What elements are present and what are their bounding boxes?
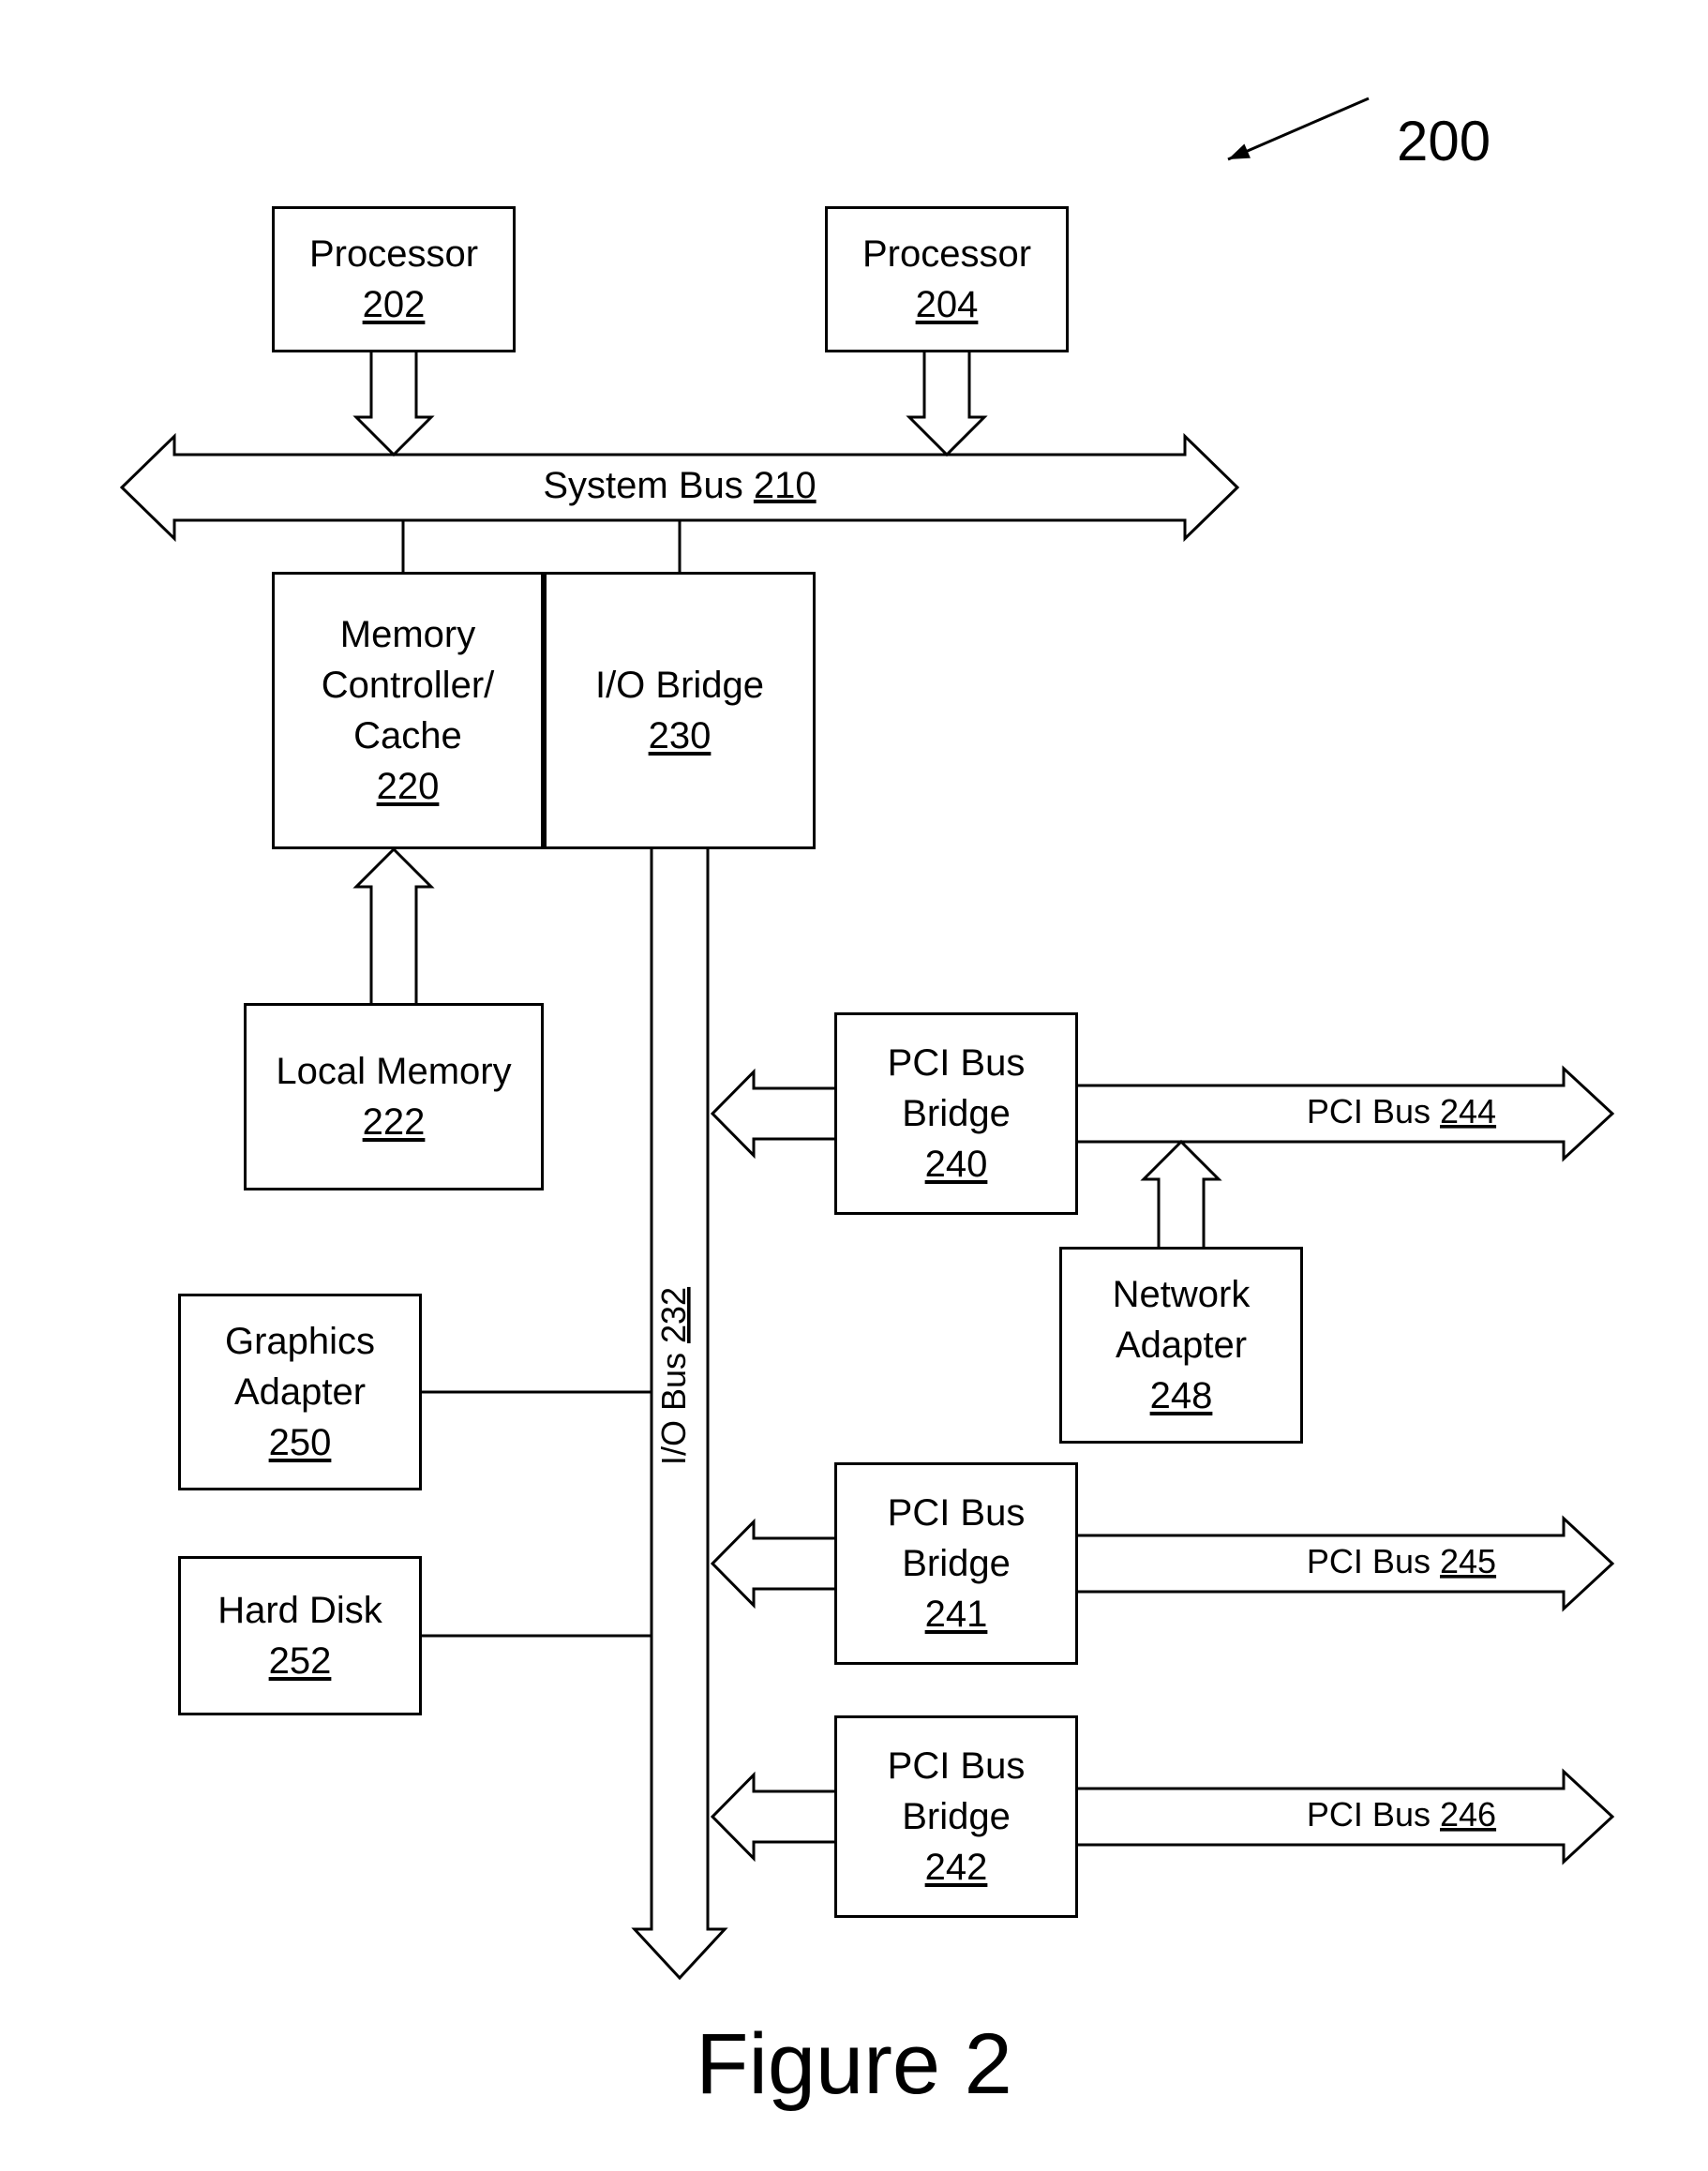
pci-bridge-1: PCI BusBridge240 — [834, 1012, 1078, 1215]
processor-1-ref: 202 — [363, 279, 426, 330]
arrow-netad_to_pci244 — [1144, 1142, 1219, 1247]
pci-bus-arrow-244 — [1078, 1069, 1612, 1159]
graphics-adapter: GraphicsAdapter250 — [178, 1294, 422, 1490]
pci-bridge-3-label: PCI BusBridge — [888, 1741, 1026, 1842]
local-memory: Local Memory222 — [244, 1003, 544, 1190]
pci-bus-label-244: PCI Bus 244 — [1307, 1092, 1496, 1130]
arrow-pci3_to_iobus — [712, 1774, 834, 1858]
pci-bridge-3-ref: 242 — [925, 1842, 988, 1893]
network-adapter: NetworkAdapter248 — [1059, 1247, 1303, 1444]
io-bus-label: I/O Bus 232 — [654, 1287, 693, 1465]
hard-disk: Hard Disk252 — [178, 1556, 422, 1715]
processor-2: Processor204 — [825, 206, 1069, 352]
io-bus-arrow — [635, 849, 725, 1978]
io-bridge-label: I/O Bridge — [595, 660, 764, 711]
graphics-adapter-label: GraphicsAdapter — [225, 1316, 375, 1417]
pci-bridge-3: PCI BusBridge242 — [834, 1715, 1078, 1918]
pci-bus-arrow-245 — [1078, 1519, 1612, 1609]
figure-reference-label: 200 — [1397, 103, 1491, 179]
pci-bridge-2-label: PCI BusBridge — [888, 1488, 1026, 1589]
pci-bus-label-246: PCI Bus 246 — [1307, 1795, 1496, 1834]
arrow-pci2_to_iobus — [712, 1521, 834, 1605]
processor-2-ref: 204 — [916, 279, 979, 330]
pci-bus-label-245: PCI Bus 245 — [1307, 1542, 1496, 1580]
figure-caption: Figure 2 — [0, 2006, 1708, 2122]
pci-bridge-1-ref: 240 — [925, 1139, 988, 1190]
arrow-pci1_to_iobus — [712, 1071, 834, 1155]
pci-bridge-1-label: PCI BusBridge — [888, 1038, 1026, 1139]
io-bridge: I/O Bridge230 — [544, 572, 816, 849]
hard-disk-ref: 252 — [269, 1636, 332, 1686]
network-adapter-ref: 248 — [1150, 1370, 1213, 1421]
arrow-lmem_to_memctl — [356, 849, 431, 1003]
figure-ref-pointer-head — [1228, 143, 1251, 159]
processor-1-label: Processor — [309, 229, 478, 279]
graphics-adapter-ref: 250 — [269, 1417, 332, 1468]
memory-controller-label: MemoryController/Cache — [322, 609, 495, 761]
pci-bridge-2: PCI BusBridge241 — [834, 1462, 1078, 1665]
memory-controller: MemoryController/Cache220 — [272, 572, 544, 849]
arrow-proc2_to_bus — [909, 352, 984, 455]
local-memory-ref: 222 — [363, 1097, 426, 1147]
network-adapter-label: NetworkAdapter — [1113, 1269, 1251, 1370]
processor-2-label: Processor — [862, 229, 1031, 279]
figure-reference-text: 200 — [1397, 103, 1491, 179]
io-bridge-ref: 230 — [649, 711, 712, 761]
local-memory-label: Local Memory — [276, 1046, 511, 1097]
system-bus-label: System Bus 210 — [543, 465, 816, 506]
system-bus-arrow — [122, 436, 1237, 538]
pci-bridge-2-ref: 241 — [925, 1589, 988, 1639]
figure-ref-pointer-line — [1228, 98, 1369, 159]
memory-controller-ref: 220 — [377, 761, 440, 812]
hard-disk-label: Hard Disk — [217, 1585, 382, 1636]
figure-caption-text: Figure 2 — [696, 2006, 1012, 2122]
processor-1: Processor202 — [272, 206, 516, 352]
arrow-proc1_to_bus — [356, 352, 431, 455]
pci-bus-arrow-246 — [1078, 1772, 1612, 1862]
